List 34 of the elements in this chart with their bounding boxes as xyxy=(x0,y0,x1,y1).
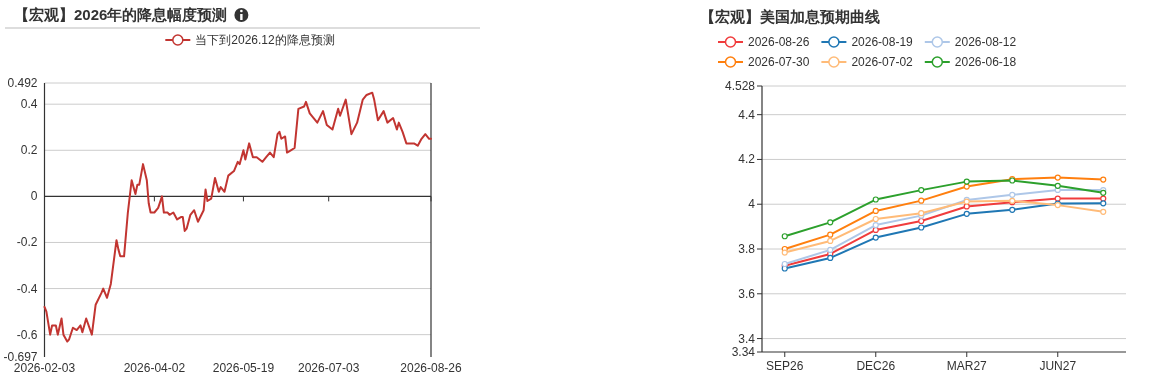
y-tick-label: 3.34 xyxy=(731,345,756,359)
legend-label: 2026-08-19 xyxy=(851,35,914,49)
x-tick-label: DEC26 xyxy=(856,359,896,373)
legend-label: 2026-06-18 xyxy=(954,55,1017,69)
y-tick-label: 4.4 xyxy=(738,107,756,122)
x-tick-label: JUN27 xyxy=(1039,359,1077,373)
legend-label: 当下到2026.12的降息预测 xyxy=(195,33,335,47)
legend-label: 2026-07-02 xyxy=(851,55,914,69)
y-tick-label: 0.2 xyxy=(20,143,38,158)
y-tick-label: -0.6 xyxy=(16,327,38,342)
y-tick-label: 0.4 xyxy=(20,97,38,112)
x-tick-label: 2026-04-02 xyxy=(123,361,186,375)
legend-label: 2026-07-30 xyxy=(748,55,810,69)
x-tick-label: MAR27 xyxy=(946,359,988,373)
x-tick-label: 2026-02-03 xyxy=(13,361,76,375)
y-tick-label: 4.528 xyxy=(724,79,756,93)
y-tick-label: 0.492 xyxy=(7,76,38,90)
y-tick-label: 0 xyxy=(30,189,38,204)
x-tick-label: SEP26 xyxy=(766,359,804,373)
chart-title: 【宏观】2026年的降息幅度预测 xyxy=(14,6,228,23)
y-tick-label: 3.6 xyxy=(738,286,756,301)
legend-label: 2026-08-26 xyxy=(748,35,810,49)
y-tick-label: 3.4 xyxy=(738,331,756,346)
y-tick-label: 3.8 xyxy=(738,242,756,256)
x-tick-label: 2026-05-19 xyxy=(212,361,275,375)
chart-title: 【宏观】美国加息预期曲线 xyxy=(700,8,880,25)
y-tick-label: 4 xyxy=(748,197,756,212)
y-tick-label: -0.2 xyxy=(16,235,38,250)
x-tick-label: 2026-07-03 xyxy=(298,361,360,375)
y-tick-label: 4.2 xyxy=(738,152,756,167)
y-tick-label: -0.697 xyxy=(3,350,38,364)
legend-label: 2026-08-12 xyxy=(954,35,1017,49)
x-tick-label: 2026-08-26 xyxy=(400,361,463,375)
y-tick-label: -0.4 xyxy=(16,281,38,296)
